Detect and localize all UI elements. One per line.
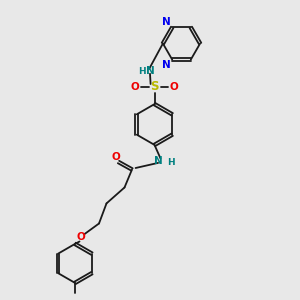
Text: O: O	[111, 152, 120, 163]
Text: H: H	[167, 158, 175, 167]
Text: N: N	[154, 156, 163, 167]
Text: N: N	[162, 60, 171, 70]
Text: N: N	[146, 66, 155, 76]
Text: N: N	[162, 17, 171, 27]
Text: S: S	[150, 80, 159, 94]
Text: O: O	[130, 82, 140, 92]
Text: O: O	[169, 82, 178, 92]
Text: H: H	[138, 67, 146, 76]
Text: O: O	[76, 232, 85, 242]
